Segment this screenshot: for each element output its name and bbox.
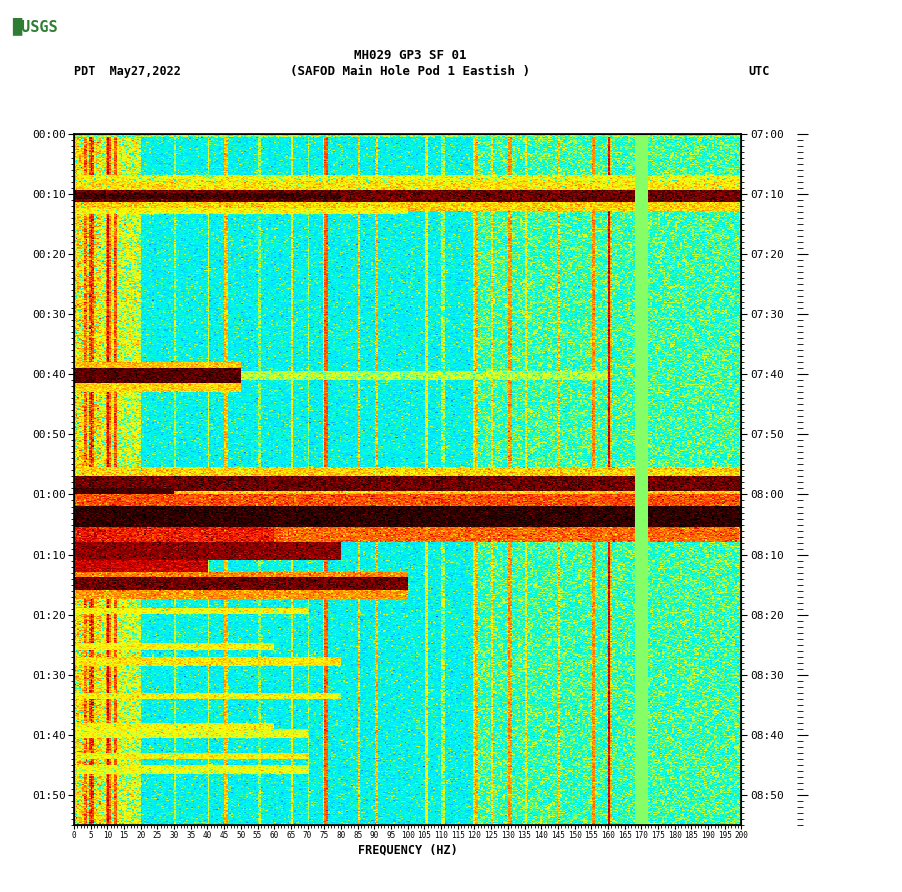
Text: UTC: UTC <box>749 65 770 78</box>
Text: █USGS: █USGS <box>12 17 58 35</box>
X-axis label: FREQUENCY (HZ): FREQUENCY (HZ) <box>358 844 457 857</box>
Text: PDT  May27,2022: PDT May27,2022 <box>74 65 180 78</box>
Text: MH029 GP3 SF 01: MH029 GP3 SF 01 <box>354 49 466 62</box>
Text: (SAFOD Main Hole Pod 1 Eastish ): (SAFOD Main Hole Pod 1 Eastish ) <box>290 65 530 78</box>
